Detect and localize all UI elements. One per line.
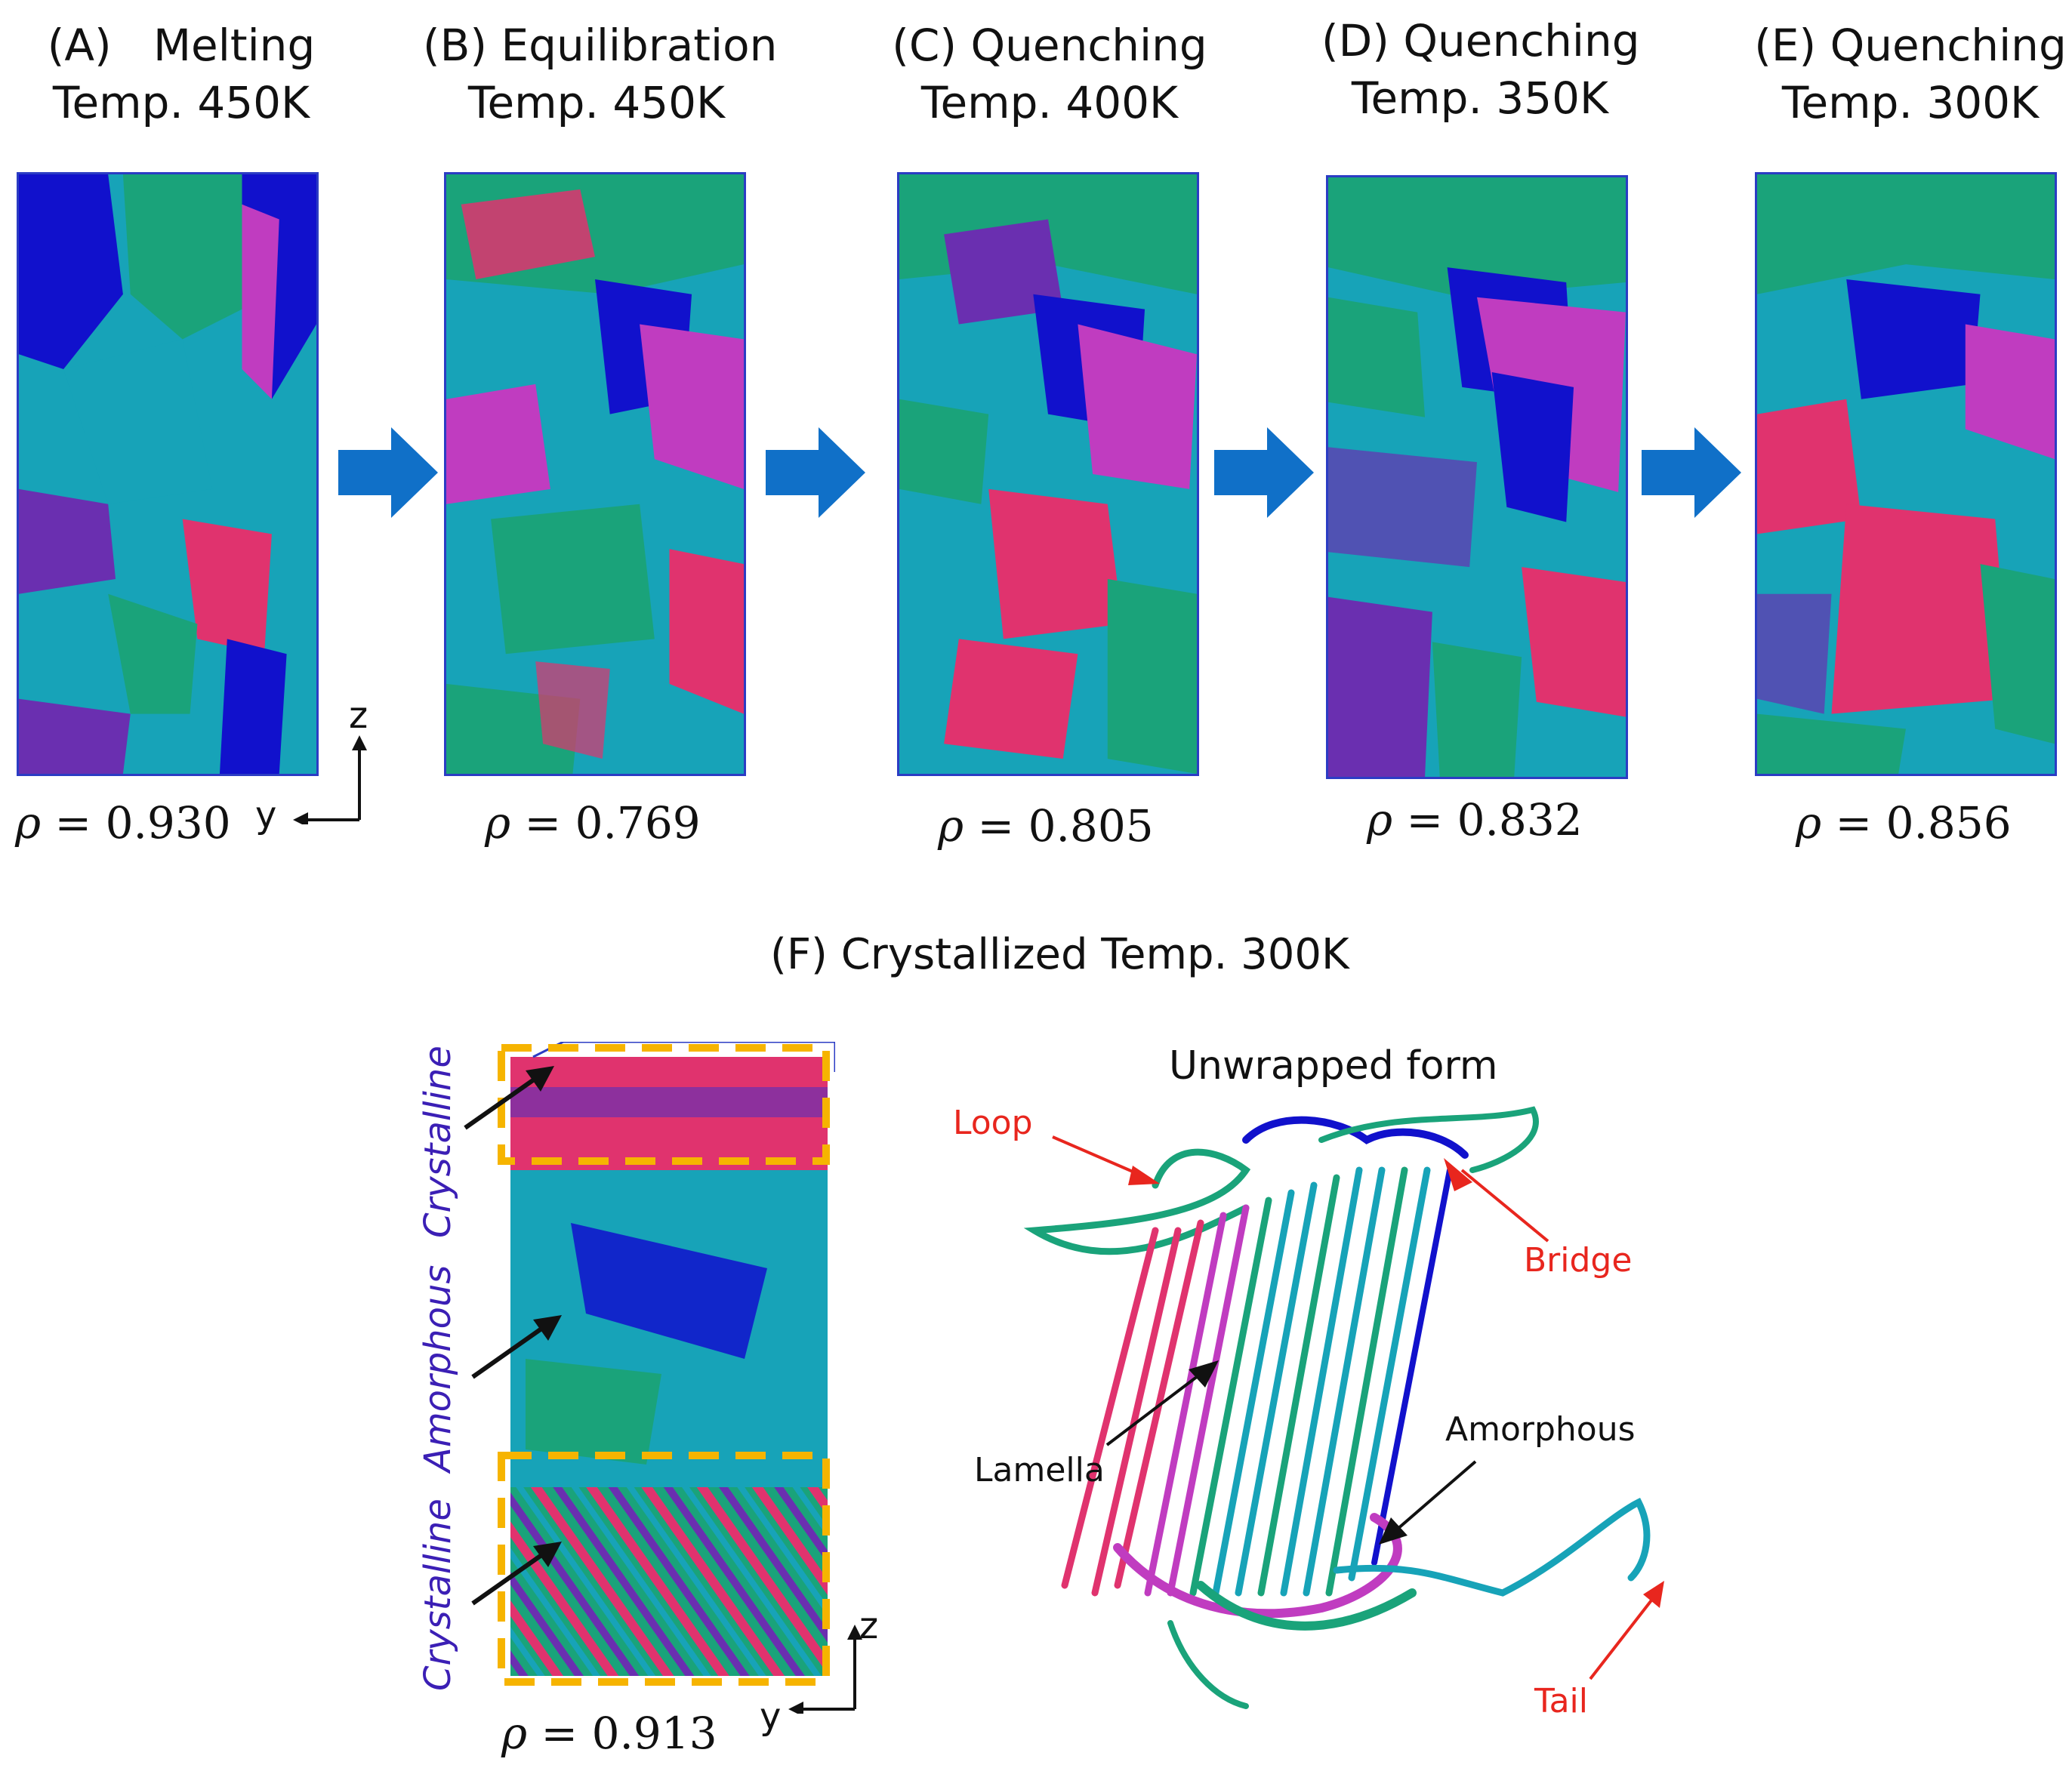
- density-d: ρ = 0.832: [1367, 794, 1583, 846]
- arrow-d-to-e: [1642, 427, 1741, 518]
- panel-e-temp: Temp. 300K: [1781, 77, 2040, 128]
- axis-y-f: y: [760, 1696, 782, 1738]
- panel-b-temp: Temp. 450K: [467, 77, 726, 128]
- arrow-crystalline-bottom: [471, 1542, 562, 1606]
- panel-e-stage: Quenching: [1830, 20, 2067, 71]
- density-a-value: 0.930: [105, 797, 231, 849]
- density-f-symbol: ρ: [501, 1708, 528, 1759]
- snapshot-d: [1326, 175, 1628, 779]
- density-c: ρ = 0.805: [938, 800, 1154, 852]
- density-b: ρ = 0.769: [485, 797, 701, 849]
- arrow-loop: [1052, 1135, 1160, 1185]
- crystal-box: [495, 1040, 837, 1691]
- panel-a-title: (A) Melting Temp. 450K: [30, 17, 332, 131]
- panel-b-title: (B) Equilibration Temp. 450K: [423, 17, 777, 131]
- arrow-c-to-d: [1214, 427, 1314, 518]
- panel-d-letter: (D): [1321, 15, 1389, 66]
- density-c-value: 0.805: [1028, 800, 1154, 852]
- panel-c-title: (C) Quenching Temp. 400K: [891, 17, 1208, 131]
- arrow-tail: [1589, 1581, 1664, 1680]
- unwrapped-title: Unwrapped form: [1169, 1043, 1498, 1089]
- panel-e-letter: (E): [1754, 20, 1817, 71]
- axis-y-top: y: [255, 794, 277, 836]
- arrow-b-to-c: [766, 427, 865, 518]
- axes-indicator-f: [788, 1625, 862, 1714]
- snapshot-d-image: [1328, 177, 1626, 777]
- density-c-symbol: ρ: [938, 800, 964, 852]
- panel-b-stage: Equilibration: [501, 20, 778, 71]
- snapshot-b: [444, 172, 746, 776]
- panel-c-heading: (C) Quenching: [891, 17, 1208, 74]
- label-bridge: Bridge: [1524, 1241, 1633, 1280]
- density-b-symbol: ρ: [485, 797, 511, 849]
- label-tail: Tail: [1534, 1682, 1589, 1720]
- region-crystalline-top: Crystalline: [417, 1046, 459, 1238]
- panel-c-temp: Temp. 400K: [920, 77, 1179, 128]
- density-d-symbol: ρ: [1367, 794, 1393, 846]
- panel-a-letter: (A): [47, 20, 112, 71]
- density-f-value: 0.913: [591, 1708, 717, 1759]
- density-e: ρ = 0.856: [1796, 797, 2012, 849]
- density-f: ρ = 0.913: [501, 1708, 717, 1759]
- snapshot-c: [897, 172, 1199, 776]
- arrow-bridge: [1444, 1158, 1549, 1243]
- density-e-symbol: ρ: [1796, 797, 1822, 849]
- panel-a-temp: Temp. 450K: [52, 77, 310, 128]
- snapshot-a-image: [19, 174, 316, 774]
- panel-a-stage: Melting: [153, 20, 316, 71]
- panel-d-temp: Temp. 350K: [1351, 72, 1609, 124]
- label-amorphous: Amorphous: [1445, 1410, 1636, 1449]
- panel-d-title: (D) Quenching Temp. 350K: [1321, 12, 1640, 127]
- panel-d-heading: (D) Quenching: [1321, 12, 1640, 69]
- density-b-value: 0.769: [575, 797, 701, 849]
- arrow-amorphous: [471, 1315, 562, 1379]
- region-amorphous: Amorphous: [417, 1264, 459, 1472]
- panel-b-letter: (B): [423, 20, 488, 71]
- panel-c-letter: (C): [892, 20, 957, 71]
- panel-a-heading: (A) Melting: [30, 17, 332, 74]
- axis-z-f: z: [859, 1605, 879, 1647]
- arrow-a-to-b: [338, 427, 438, 518]
- panel-e-heading: (E) Quenching: [1752, 17, 2069, 74]
- density-a: ρ = 0.930: [15, 797, 231, 849]
- snapshot-a: [17, 172, 319, 776]
- density-d-value: 0.832: [1457, 794, 1583, 846]
- panel-d-stage: Quenching: [1403, 15, 1640, 66]
- label-lamella: Lamella: [974, 1451, 1105, 1489]
- panel-b-heading: (B) Equilibration: [423, 17, 777, 74]
- arrow-lamella: [1105, 1360, 1219, 1446]
- snapshot-e: [1755, 172, 2057, 776]
- region-crystalline-bottom: Crystalline: [417, 1499, 459, 1691]
- snapshot-b-image: [446, 174, 744, 774]
- arrow-crystalline-top: [464, 1066, 554, 1130]
- label-loop: Loop: [953, 1104, 1033, 1142]
- panel-c-stage: Quenching: [970, 20, 1207, 71]
- snapshot-e-image: [1757, 174, 2055, 774]
- axis-z-top: z: [349, 695, 368, 737]
- snapshot-c-image: [899, 174, 1197, 774]
- crystal-box-image: [498, 1040, 837, 1686]
- panel-e-title: (E) Quenching Temp. 300K: [1752, 17, 2069, 131]
- density-a-symbol: ρ: [15, 797, 42, 849]
- panel-f-title: (F) Crystallized Temp. 300K: [770, 930, 1349, 979]
- axes-indicator-top: [293, 735, 367, 824]
- arrow-amorphous-chain: [1379, 1460, 1477, 1545]
- density-e-value: 0.856: [1885, 797, 2012, 849]
